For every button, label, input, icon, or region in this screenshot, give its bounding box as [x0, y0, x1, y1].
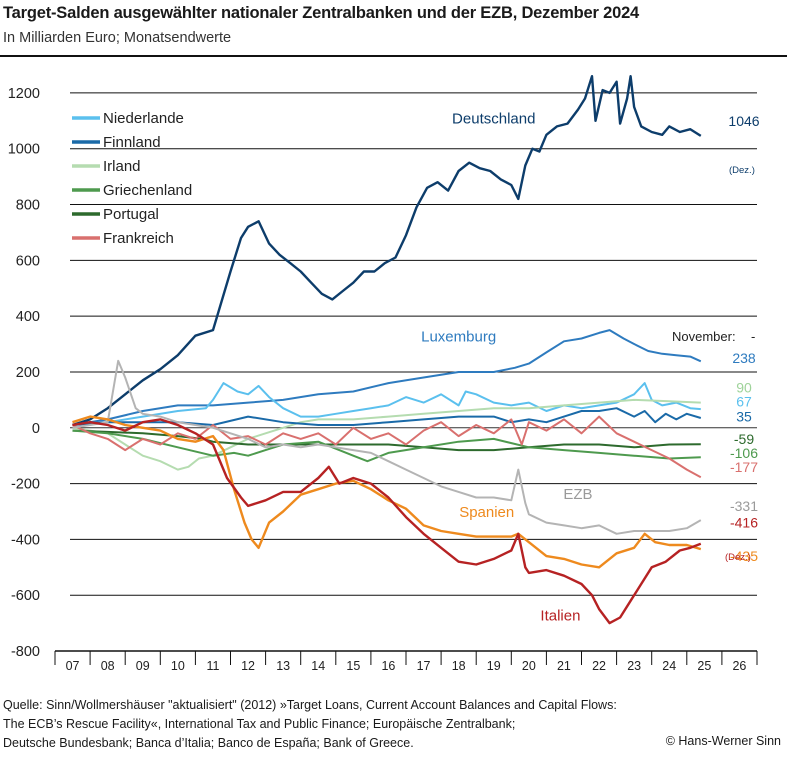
- xtick-label: 11: [206, 659, 219, 673]
- ytick-label: -400: [11, 532, 40, 548]
- series-portugal: [72, 429, 701, 452]
- xtick-label: 10: [171, 659, 185, 673]
- series-griechenland: [72, 429, 701, 463]
- ytick-label: -800: [11, 644, 40, 660]
- end-value-label: 90: [736, 379, 752, 395]
- chart-svg: -800 -600 -400 -200 0 200 400 600 800 1000 1200 07…: [8, 75, 760, 673]
- source-note: Quelle: Sinn/Wollmershäuser "aktualisier…: [3, 696, 763, 753]
- source-line-3: Deutsche Bundesbank; Banca d’Italia; Ban…: [3, 736, 414, 750]
- legend-label-frankreich: Frankreich: [103, 230, 174, 247]
- xtick-label: 08: [101, 659, 115, 673]
- xtick-label: 26: [732, 659, 746, 673]
- xtick-label: 09: [136, 659, 150, 673]
- title-divider: [0, 55, 787, 57]
- dez-label: (Dez.): [729, 165, 755, 176]
- end-value-label: 67: [736, 393, 752, 409]
- xtick-label: 19: [487, 659, 501, 673]
- series-finnland: [72, 407, 702, 426]
- ytick-label: -200: [11, 477, 40, 493]
- xtick-label: 20: [522, 659, 536, 673]
- end-value-label: -59: [734, 431, 754, 447]
- legend-label-irland: Irland: [103, 158, 141, 175]
- xtick-label: 15: [346, 659, 360, 673]
- xtick-label: 25: [697, 659, 711, 673]
- november-label: November:: [672, 329, 736, 344]
- label-italien: Italien: [540, 607, 580, 624]
- copyright: © Hans-Werner Sinn: [665, 734, 781, 748]
- xtick-label: 16: [381, 659, 395, 673]
- ytick-label: 0: [32, 421, 40, 437]
- series-deutschland: [72, 75, 702, 427]
- label-deutschland: Deutschland: [452, 111, 535, 128]
- xtick-label: 12: [241, 659, 255, 673]
- xtick-label: 21: [557, 659, 571, 673]
- series-spanien: [72, 415, 702, 569]
- ytick-label: 200: [16, 365, 40, 381]
- label-luxemburg: Luxemburg: [421, 328, 496, 345]
- series-niederlande: [72, 382, 701, 426]
- chart-subtitle: In Milliarden Euro; Monatsendwerte: [3, 30, 232, 46]
- ytick-label: 800: [16, 198, 40, 214]
- end-value-label: -106: [730, 445, 758, 461]
- xtick-label: 23: [627, 659, 641, 673]
- ytick-label: 400: [16, 309, 40, 325]
- chart-title: Target-Salden ausgewählter nationaler Ze…: [3, 4, 640, 22]
- series-frankreich: [72, 415, 702, 479]
- xtick-label: 22: [592, 659, 606, 673]
- legend-label-finnland: Finnland: [103, 134, 161, 151]
- xtick-label: 17: [417, 659, 431, 673]
- november-dash: -: [751, 329, 755, 344]
- ytick-label: 1000: [8, 142, 40, 158]
- label-spanien: Spanien: [459, 504, 514, 521]
- end-value-label: -435: [730, 548, 758, 564]
- dez-label-italien: (Dez.): [725, 552, 751, 563]
- label-ezb: EZB: [563, 486, 592, 503]
- legend: Niederlande Finnland Irland Griechenland Por…: [72, 110, 192, 247]
- ytick-label: 600: [16, 253, 40, 269]
- source-line-2: The ECB’s Rescue Facility«, Internationa…: [3, 717, 516, 731]
- end-value-label: 1046: [728, 113, 759, 129]
- end-value-label: -416: [730, 515, 758, 531]
- legend-label-portugal: Portugal: [103, 206, 159, 223]
- series-luxemburg: [72, 329, 702, 426]
- xtick-label: 24: [662, 659, 676, 673]
- x-axis: 07 08 09 10 11 12 13 14 15 16 17 18 19 20 21 22 23 24 25 26: [54, 650, 758, 673]
- xtick-label: 18: [452, 659, 466, 673]
- series-ezb: [72, 359, 702, 535]
- xtick-label: 13: [276, 659, 290, 673]
- ytick-label: -600: [11, 588, 40, 604]
- line-labels: Deutschland Luxemburg EZB Spanien Italien: [421, 111, 592, 625]
- legend-label-niederlande: Niederlande: [103, 110, 184, 127]
- xtick-label: 14: [311, 659, 325, 673]
- annotations: November: - (Dez.) (Dez.): [672, 165, 755, 563]
- end-value-label: -331: [730, 498, 758, 514]
- series-irland: [72, 398, 701, 471]
- ytick-label: 1200: [8, 86, 40, 102]
- series-lines: [72, 75, 702, 625]
- y-axis: -800 -600 -400 -200 0 200 400 600 800 1000 1200: [8, 86, 40, 660]
- gridlines: [70, 92, 757, 596]
- xtick-label: 07: [66, 659, 80, 673]
- end-value-label: 238: [732, 350, 756, 366]
- end-value-label: 35: [736, 409, 752, 425]
- source-line-1: Quelle: Sinn/Wollmershäuser "aktualisier…: [3, 698, 617, 712]
- series-italien: [72, 418, 702, 625]
- end-value-label: -177: [730, 459, 758, 475]
- legend-label-griechenland: Griechenland: [103, 182, 192, 199]
